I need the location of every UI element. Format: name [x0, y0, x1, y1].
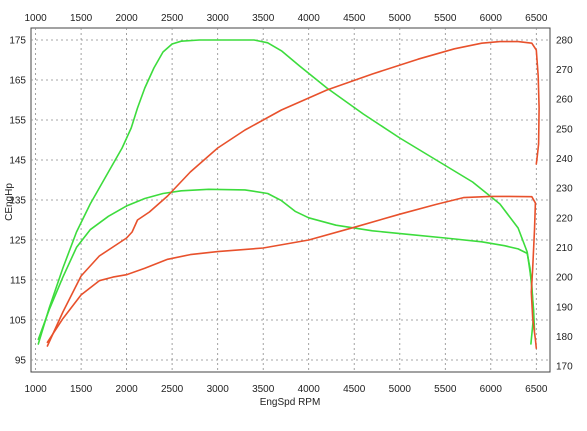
x-tick-label-top: 4500: [343, 13, 366, 24]
series-lines: [37, 39, 540, 350]
x-tick-label-top: 3500: [252, 13, 275, 24]
y-tick-label-right: 250: [556, 124, 573, 135]
x-tick-label-bottom: 3000: [207, 384, 230, 395]
y-tick-label-right: 200: [556, 273, 573, 284]
x-tick-label-bottom: 5000: [389, 384, 412, 395]
y-tick-label-left: 95: [15, 356, 27, 367]
y-tick-label-left: 155: [9, 116, 26, 127]
x-tick-label-top: 5500: [434, 13, 457, 24]
x-tick-label-top: 6500: [525, 13, 548, 24]
y-tick-label-left: 125: [9, 236, 26, 247]
y-tick-label-left: 135: [9, 196, 26, 207]
y-tick-label-left: 145: [9, 156, 26, 167]
y-tick-label-right: 180: [556, 332, 573, 343]
y-tick-label-right: 170: [556, 362, 573, 373]
series-line-3: [46, 40, 540, 347]
grid: [31, 28, 550, 372]
x-tick-label-top: 1000: [24, 13, 47, 24]
x-tick-label-top: 2000: [115, 13, 138, 24]
tick-labels: 1000 1000 1500 1500 2000 2000 2500 2500 3000 3000…: [9, 13, 573, 395]
x-tick-label-bottom: 2500: [161, 384, 184, 395]
x-tick-label-top: 1500: [70, 13, 93, 24]
x-tick-label-bottom: 1000: [24, 384, 47, 395]
y-tick-label-right: 240: [556, 154, 573, 165]
x-tick-label-bottom: 5500: [434, 384, 457, 395]
y-tick-label-left: 165: [9, 76, 26, 87]
x-tick-label-bottom: 4500: [343, 384, 366, 395]
y-axis-title: CEngHp: [4, 183, 15, 221]
x-tick-label-top: 4000: [298, 13, 321, 24]
x-tick-label-top: 5000: [389, 13, 412, 24]
series-line-2: [37, 188, 536, 341]
y-tick-label-left: 105: [9, 316, 26, 327]
x-tick-label-bottom: 4000: [298, 384, 321, 395]
x-tick-label-bottom: 6500: [525, 384, 548, 395]
series-line-1: [37, 39, 535, 345]
y-tick-label-left: 175: [9, 36, 26, 47]
x-tick-label-bottom: 1500: [70, 384, 93, 395]
x-tick-label-bottom: 2000: [115, 384, 138, 395]
y-tick-label-right: 280: [556, 35, 573, 46]
y-tick-label-right: 230: [556, 184, 573, 195]
y-tick-label-right: 270: [556, 65, 573, 76]
y-tick-label-right: 260: [556, 95, 573, 106]
x-tick-label-bottom: 3500: [252, 384, 275, 395]
x-tick-label-bottom: 6000: [480, 384, 503, 395]
y-tick-label-right: 220: [556, 213, 573, 224]
x-tick-label-top: 2500: [161, 13, 184, 24]
x-tick-label-top: 6000: [480, 13, 503, 24]
y-tick-label-right: 190: [556, 302, 573, 313]
x-tick-label-top: 3000: [207, 13, 230, 24]
y-tick-label-left: 115: [10, 276, 26, 287]
x-axis-title: EngSpd RPM: [260, 397, 321, 408]
series-line-4: [46, 195, 538, 350]
y-tick-label-right: 210: [556, 243, 573, 254]
